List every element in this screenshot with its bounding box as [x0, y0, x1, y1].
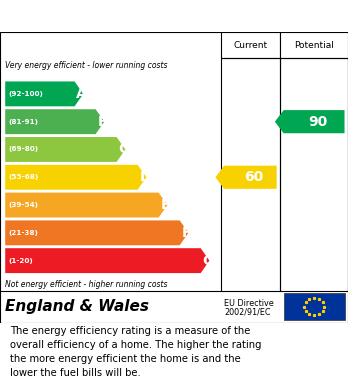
Bar — [280, 58, 348, 323]
Bar — [221, 32, 280, 58]
Polygon shape — [5, 137, 125, 162]
Text: 60: 60 — [244, 170, 263, 184]
Text: 90: 90 — [308, 115, 327, 129]
Text: C: C — [118, 142, 129, 156]
Text: E: E — [160, 198, 170, 212]
Text: (92-100): (92-100) — [9, 91, 44, 97]
Text: (1-20): (1-20) — [9, 258, 33, 264]
Polygon shape — [5, 109, 104, 134]
Bar — [284, 293, 345, 320]
Text: G: G — [203, 254, 214, 267]
Text: (21-38): (21-38) — [9, 230, 39, 236]
Text: Energy Efficiency Rating: Energy Efficiency Rating — [10, 9, 231, 23]
Text: 2002/91/EC: 2002/91/EC — [224, 307, 271, 316]
Text: (55-68): (55-68) — [9, 174, 39, 180]
Text: Not energy efficient - higher running costs: Not energy efficient - higher running co… — [5, 280, 168, 289]
Text: (39-54): (39-54) — [9, 202, 39, 208]
Polygon shape — [5, 221, 188, 245]
Text: (69-80): (69-80) — [9, 147, 39, 152]
Bar — [0, 291, 348, 323]
Polygon shape — [5, 248, 209, 273]
Text: (81-91): (81-91) — [9, 119, 39, 125]
Text: D: D — [140, 170, 151, 184]
Text: B: B — [97, 115, 108, 129]
Text: Current: Current — [233, 41, 268, 50]
Polygon shape — [5, 81, 83, 106]
Text: Very energy efficient - lower running costs: Very energy efficient - lower running co… — [5, 61, 168, 70]
Text: EU Directive: EU Directive — [224, 299, 274, 308]
Text: F: F — [181, 226, 191, 240]
Text: England & Wales: England & Wales — [5, 299, 149, 314]
Polygon shape — [5, 165, 147, 190]
Text: Potential: Potential — [294, 41, 334, 50]
Text: A: A — [76, 87, 87, 101]
Polygon shape — [5, 193, 167, 217]
Bar — [221, 58, 280, 323]
Polygon shape — [275, 110, 345, 133]
Text: The energy efficiency rating is a measure of the
overall efficiency of a home. T: The energy efficiency rating is a measur… — [10, 326, 262, 378]
Bar — [280, 32, 348, 58]
Polygon shape — [215, 166, 277, 189]
